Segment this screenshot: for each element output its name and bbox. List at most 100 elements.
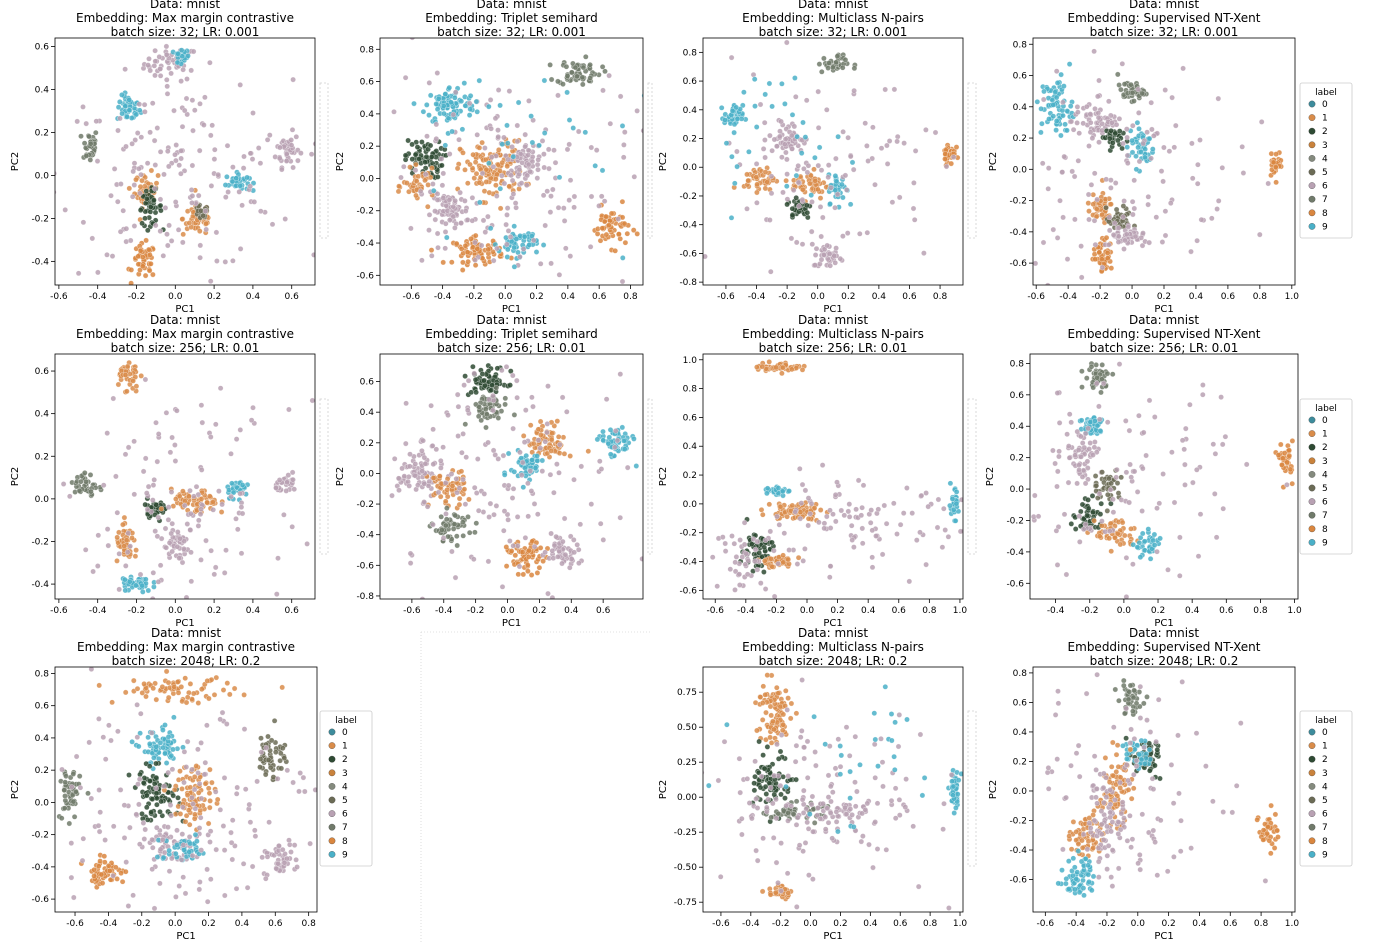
data-point [754, 364, 760, 370]
data-point [155, 579, 162, 585]
data-point [798, 500, 805, 506]
data-point [875, 506, 882, 513]
data-point [942, 151, 949, 157]
data-point [522, 143, 528, 150]
data-point [160, 253, 167, 259]
data-point [406, 188, 412, 195]
data-point [250, 180, 257, 186]
data-point [516, 563, 523, 570]
data-point [188, 510, 194, 517]
data-point [208, 132, 214, 139]
data-point [1066, 455, 1073, 461]
data-point [1068, 521, 1075, 527]
data-point [865, 158, 871, 164]
data-point [520, 433, 527, 439]
data-point [515, 543, 521, 549]
data-point [276, 155, 283, 162]
data-point [117, 115, 123, 122]
x-axis-label: PC1 [823, 618, 842, 629]
data-point [247, 183, 253, 190]
data-point [557, 441, 563, 448]
data-point [800, 119, 806, 126]
x-tick-label: 0.4 [861, 606, 876, 616]
data-point [733, 104, 739, 111]
x-tick-label: 0.4 [564, 606, 579, 616]
data-point [115, 127, 121, 134]
data-point [541, 164, 547, 171]
data-point [579, 74, 586, 81]
data-point [485, 213, 491, 220]
data-point [1093, 449, 1100, 455]
data-point [766, 359, 772, 365]
data-point [619, 198, 626, 205]
data-point [796, 203, 802, 209]
data-point [485, 558, 492, 565]
data-point [1146, 135, 1153, 142]
data-point [1091, 217, 1098, 224]
data-point [465, 258, 471, 265]
data-point [547, 209, 554, 215]
data-point [769, 563, 775, 570]
data-point [1087, 111, 1094, 117]
data-point [130, 378, 136, 384]
data-point [1121, 532, 1128, 539]
data-point [1060, 112, 1066, 119]
data-point [461, 486, 468, 492]
data-point [521, 234, 528, 240]
data-point [945, 534, 952, 540]
data-point [951, 507, 957, 513]
data-point [1120, 214, 1126, 220]
data-point [842, 172, 849, 179]
data-point [1280, 455, 1286, 462]
data-point [391, 456, 398, 462]
data-point [239, 482, 246, 488]
data-point [198, 402, 205, 408]
data-point [476, 179, 483, 186]
data-point [833, 155, 839, 162]
data-point [1142, 154, 1148, 161]
data-point [1056, 420, 1063, 426]
data-point [10, 504, 15, 509]
data-point [144, 160, 151, 166]
data-point [1239, 144, 1245, 150]
data-point [238, 550, 245, 557]
data-point [550, 186, 556, 193]
data-point [526, 242, 532, 248]
data-point [756, 550, 762, 556]
data-point [574, 73, 580, 80]
data-point [784, 513, 790, 520]
data-point [505, 517, 511, 523]
data-point [891, 86, 898, 93]
data-point [464, 217, 471, 223]
data-point [1173, 122, 1179, 129]
data-point [162, 525, 169, 532]
data-point [434, 197, 441, 203]
data-point [504, 212, 510, 218]
data-point [189, 162, 196, 169]
x-tick-label: -0.6 [706, 606, 724, 616]
data-point [529, 394, 535, 401]
x-tick-label: 0.0 [1125, 292, 1140, 302]
data-point [83, 120, 89, 127]
data-point [949, 496, 956, 502]
data-point [1146, 239, 1152, 246]
data-point [168, 489, 175, 495]
data-point [217, 385, 224, 391]
data-point [152, 209, 159, 216]
data-point [818, 233, 824, 240]
data-point [122, 576, 128, 583]
data-point [1079, 440, 1086, 446]
data-point [768, 268, 774, 275]
y-tick-label: 0.2 [683, 135, 697, 145]
data-point [762, 185, 769, 192]
data-point [499, 367, 505, 374]
data-point [409, 38, 416, 41]
data-point [432, 216, 439, 223]
data-point [536, 564, 543, 571]
data-point [202, 208, 209, 214]
data-point [605, 440, 612, 447]
y-tick-label: -0.2 [356, 500, 374, 510]
data-point [1103, 176, 1109, 183]
y-tick-label: 0.6 [360, 78, 375, 88]
